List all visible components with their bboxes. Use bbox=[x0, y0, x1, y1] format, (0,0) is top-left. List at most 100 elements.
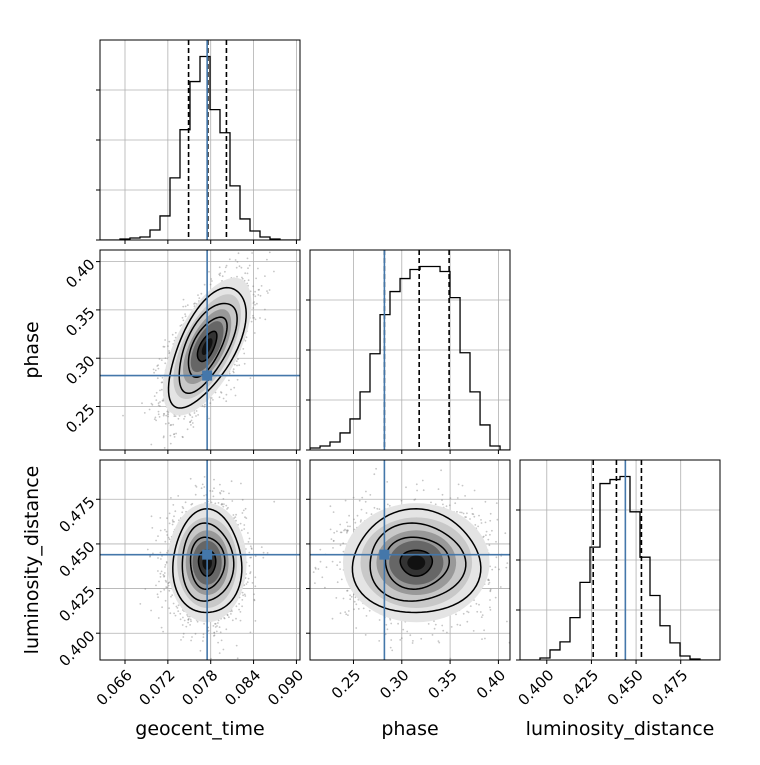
scatter-point bbox=[184, 501, 187, 504]
scatter-point bbox=[330, 538, 333, 540]
scatter-point bbox=[353, 608, 355, 611]
scatter-point bbox=[473, 489, 476, 492]
density-panel-geocent_time-phase bbox=[100, 250, 300, 450]
scatter-point bbox=[203, 476, 206, 478]
scatter-point bbox=[162, 574, 165, 576]
scatter-point bbox=[466, 610, 468, 613]
scatter-point bbox=[360, 508, 363, 511]
scatter-point bbox=[168, 589, 171, 592]
scatter-point bbox=[219, 272, 222, 275]
scatter-point bbox=[156, 593, 159, 596]
scatter-point bbox=[188, 413, 191, 415]
scatter-point bbox=[204, 403, 206, 406]
scatter-point bbox=[350, 595, 353, 598]
scatter-point bbox=[456, 510, 458, 513]
scatter-point bbox=[231, 500, 234, 502]
scatter-point bbox=[179, 325, 182, 327]
scatter-point bbox=[489, 590, 492, 593]
scatter-point bbox=[260, 546, 263, 548]
scatter-point bbox=[232, 514, 235, 516]
scatter-point bbox=[220, 490, 223, 492]
scatter-point bbox=[240, 266, 243, 269]
scatter-point bbox=[236, 378, 239, 381]
scatter-point bbox=[203, 283, 206, 286]
scatter-point bbox=[182, 616, 184, 619]
scatter-point bbox=[505, 566, 508, 569]
scatter-point bbox=[240, 482, 242, 485]
scatter-point bbox=[228, 379, 230, 382]
scatter-point bbox=[349, 598, 352, 601]
scatter-point bbox=[234, 516, 237, 518]
scatter-point bbox=[489, 609, 492, 611]
scatter-point bbox=[460, 511, 463, 514]
scatter-point bbox=[218, 273, 221, 276]
scatter-point bbox=[164, 579, 167, 582]
scatter-point bbox=[191, 502, 194, 505]
scatter-point bbox=[200, 487, 203, 490]
scatter-point bbox=[472, 630, 475, 632]
scatter-point bbox=[242, 594, 245, 597]
scatter-point bbox=[153, 371, 156, 374]
scatter-point bbox=[186, 614, 189, 616]
scatter-point bbox=[254, 295, 257, 298]
scatter-point bbox=[352, 496, 355, 499]
scatter-point bbox=[167, 413, 170, 416]
scatter-point bbox=[359, 520, 362, 523]
scatter-point bbox=[182, 298, 185, 301]
scatter-point bbox=[174, 415, 177, 417]
scatter-point bbox=[273, 270, 275, 273]
scatter-point bbox=[238, 364, 241, 367]
hist-panel-phase bbox=[310, 250, 510, 450]
scatter-point bbox=[235, 617, 237, 620]
scatter-point bbox=[202, 640, 204, 642]
scatter-point bbox=[358, 499, 361, 502]
scatter-point bbox=[195, 415, 197, 417]
scatter-point bbox=[157, 557, 159, 559]
scatter-point bbox=[187, 615, 189, 618]
scatter-point bbox=[235, 360, 238, 362]
scatter-point bbox=[143, 412, 146, 414]
scatter-point bbox=[228, 372, 231, 375]
scatter-point bbox=[400, 499, 403, 502]
contour-line bbox=[384, 536, 450, 590]
scatter-point bbox=[223, 503, 225, 505]
scatter-point bbox=[230, 388, 232, 391]
scatter-point bbox=[227, 506, 229, 509]
scatter-point bbox=[177, 417, 180, 420]
scatter-point bbox=[190, 620, 192, 623]
scatter-point bbox=[163, 575, 165, 578]
scatter-point bbox=[484, 500, 487, 503]
scatter-point bbox=[349, 594, 351, 597]
scatter-point bbox=[475, 602, 478, 605]
scatter-point bbox=[171, 519, 174, 522]
scatter-point bbox=[163, 447, 166, 449]
scatter-point bbox=[169, 612, 172, 615]
scatter-point bbox=[389, 646, 392, 649]
x-tick-label: 0.475 bbox=[648, 666, 691, 709]
scatter-point bbox=[160, 570, 163, 573]
scatter-point bbox=[420, 637, 423, 640]
scatter-point bbox=[172, 520, 174, 523]
scatter-point bbox=[208, 270, 210, 273]
scatter-point bbox=[346, 529, 349, 532]
scatter-point bbox=[329, 505, 332, 508]
scatter-point bbox=[167, 411, 170, 413]
scatter-point bbox=[248, 565, 251, 567]
scatter-point bbox=[237, 358, 239, 360]
scatter-point bbox=[249, 545, 252, 548]
scatter-point bbox=[336, 581, 339, 584]
scatter-point bbox=[161, 555, 163, 557]
scatter-point bbox=[173, 612, 176, 615]
scatter-point bbox=[210, 657, 212, 660]
y-tick-label: 0.475 bbox=[55, 493, 98, 536]
scatter-point bbox=[165, 581, 168, 583]
scatter-point bbox=[231, 619, 234, 622]
scatter-point bbox=[226, 613, 229, 616]
scatter-point bbox=[308, 561, 310, 563]
scatter-point bbox=[365, 512, 368, 514]
scatter-point bbox=[456, 497, 459, 499]
scatter-point bbox=[236, 261, 239, 263]
scatter-point bbox=[244, 507, 247, 510]
scatter-point bbox=[480, 616, 483, 618]
scatter-point bbox=[342, 597, 345, 600]
